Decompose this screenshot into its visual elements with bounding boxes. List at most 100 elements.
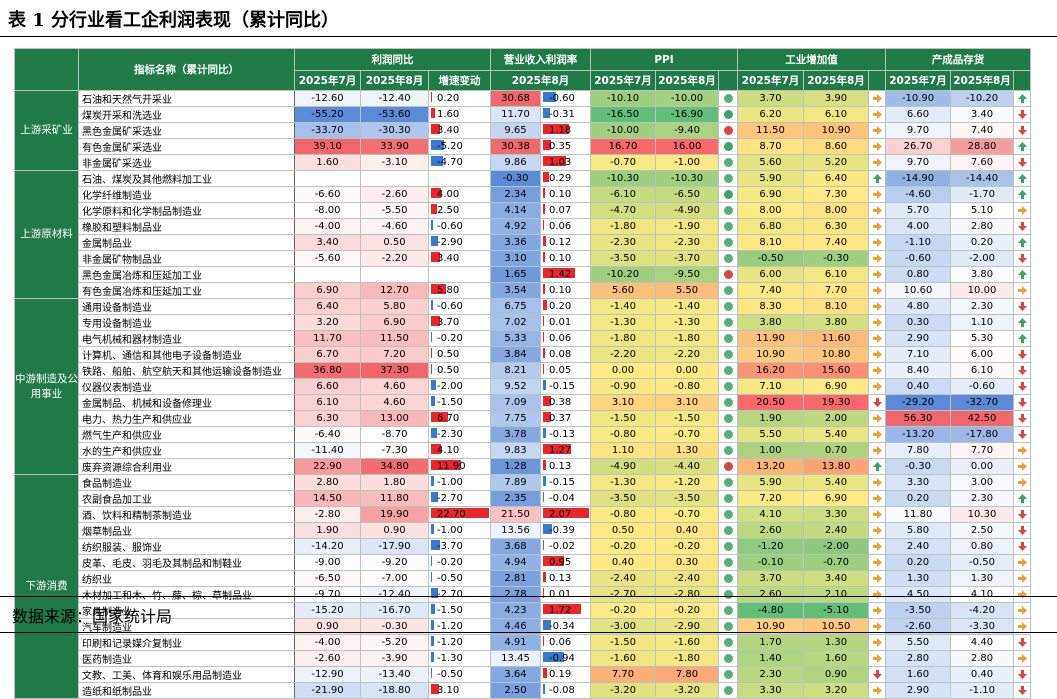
value-cell: 0.40 — [886, 379, 951, 395]
trend-icon — [1014, 443, 1031, 459]
value-text: -4.70 — [437, 157, 463, 168]
value-cell: 3.80 — [804, 315, 869, 331]
value-text: -1.30 — [674, 317, 700, 328]
value-text: 10.90 — [756, 621, 785, 632]
value-cell: 9.65 — [491, 123, 541, 139]
value-cell: 2.40 — [804, 523, 869, 539]
value-text: -3.50 — [674, 493, 700, 504]
trend-dot — [724, 366, 733, 375]
trend-dot — [724, 110, 733, 119]
value-text: 4.10 — [971, 589, 993, 600]
value-text: 6.60 — [907, 109, 929, 120]
value-cell: 5.90 — [738, 475, 804, 491]
value-cell: -0.60 — [886, 251, 951, 267]
value-cell: -6.50 — [295, 571, 361, 587]
value-cell: -33.70 — [295, 123, 361, 139]
icon — [723, 253, 734, 264]
value-cell: -0.70 — [591, 155, 656, 171]
trend-arrow — [1018, 286, 1027, 295]
value-text: 6.40 — [825, 173, 847, 184]
icon — [872, 493, 883, 504]
value-text: -1.20 — [758, 541, 784, 552]
value-cell: -4.70 — [429, 155, 491, 171]
value-text: -1.50 — [437, 605, 463, 616]
value-text: 2.78 — [504, 589, 526, 600]
value-cell: 0.80 — [886, 267, 951, 283]
icon — [1017, 557, 1028, 568]
trend-arrow — [873, 590, 882, 599]
value-text: 0.29 — [549, 173, 571, 184]
value-cell: -0.90 — [591, 379, 656, 395]
icon — [1017, 621, 1028, 632]
value-cell: 30.38 — [491, 139, 541, 155]
value-text: 7.40 — [759, 285, 781, 296]
value-text: 28.80 — [968, 141, 997, 152]
trend-icon — [1014, 539, 1031, 555]
trend-icon — [719, 91, 738, 107]
value-cell: -1.00 — [429, 523, 491, 539]
trend-arrow — [1018, 350, 1027, 359]
value-text: -7.00 — [382, 573, 408, 584]
value-text: 0.70 — [825, 445, 847, 456]
trend-dot — [724, 510, 733, 519]
value-cell: 8.00 — [738, 203, 804, 219]
value-cell: 7.75 — [491, 411, 541, 427]
value-cell: -53.60 — [361, 107, 429, 123]
icon — [872, 477, 883, 488]
icon — [723, 557, 734, 568]
value-text: 14.50 — [313, 493, 342, 504]
value-cell: 1.27 — [541, 443, 591, 459]
value-text: 36.80 — [313, 365, 342, 376]
value-cell: 11.80 — [361, 491, 429, 507]
value-cell: 1.60 — [804, 651, 869, 667]
trend-icon — [1014, 251, 1031, 267]
trend-arrow — [1018, 526, 1027, 535]
value-cell: -9.70 — [295, 587, 361, 603]
value-cell: -55.20 — [295, 107, 361, 123]
trend-icon — [869, 283, 886, 299]
value-text: -1.10 — [905, 237, 931, 248]
trend-icon — [1014, 107, 1031, 123]
icon — [1017, 253, 1028, 264]
trend-icon — [869, 651, 886, 667]
value-text: -0.60 — [905, 253, 931, 264]
column-header: 2025年7月 — [738, 71, 804, 91]
value-text: 9.52 — [504, 381, 526, 392]
value-text: 7.70 — [971, 445, 993, 456]
value-text: 5.50 — [907, 637, 929, 648]
value-cell: 0.29 — [541, 171, 591, 187]
value-text: -0.15 — [549, 381, 575, 392]
trend-icon — [869, 395, 886, 411]
trend-icon — [719, 395, 738, 411]
value-text: 3.40 — [316, 237, 338, 248]
value-cell: 13.00 — [361, 411, 429, 427]
value-cell: 0.19 — [541, 667, 591, 683]
icon — [1017, 477, 1028, 488]
icon — [1017, 93, 1028, 104]
value-text: -1.50 — [674, 413, 700, 424]
value-text: 20.50 — [756, 397, 785, 408]
trend-icon — [719, 139, 738, 155]
icon — [1017, 573, 1028, 584]
data-bar — [431, 556, 432, 566]
value-cell: -10.10 — [591, 91, 656, 107]
value-cell: 4.14 — [491, 203, 541, 219]
value-cell: -10.30 — [591, 171, 656, 187]
value-cell: -3.50 — [656, 491, 719, 507]
icon — [872, 637, 883, 648]
value-text: -2.90 — [674, 621, 700, 632]
value-cell: 2.90 — [886, 683, 951, 699]
value-cell: -29.20 — [886, 395, 951, 411]
value-text: 4.10 — [759, 509, 781, 520]
value-cell: -0.50 — [738, 251, 804, 267]
trend-icon — [719, 171, 738, 187]
value-cell: 3.40 — [295, 235, 361, 251]
value-cell: -0.20 — [656, 539, 719, 555]
trend-icon — [719, 587, 738, 603]
value-text: -4.80 — [758, 605, 784, 616]
icon — [872, 157, 883, 168]
icon — [872, 221, 883, 232]
value-cell: 0.06 — [541, 331, 591, 347]
value-text: 6.00 — [759, 269, 781, 280]
value-text: 2.30 — [971, 493, 993, 504]
